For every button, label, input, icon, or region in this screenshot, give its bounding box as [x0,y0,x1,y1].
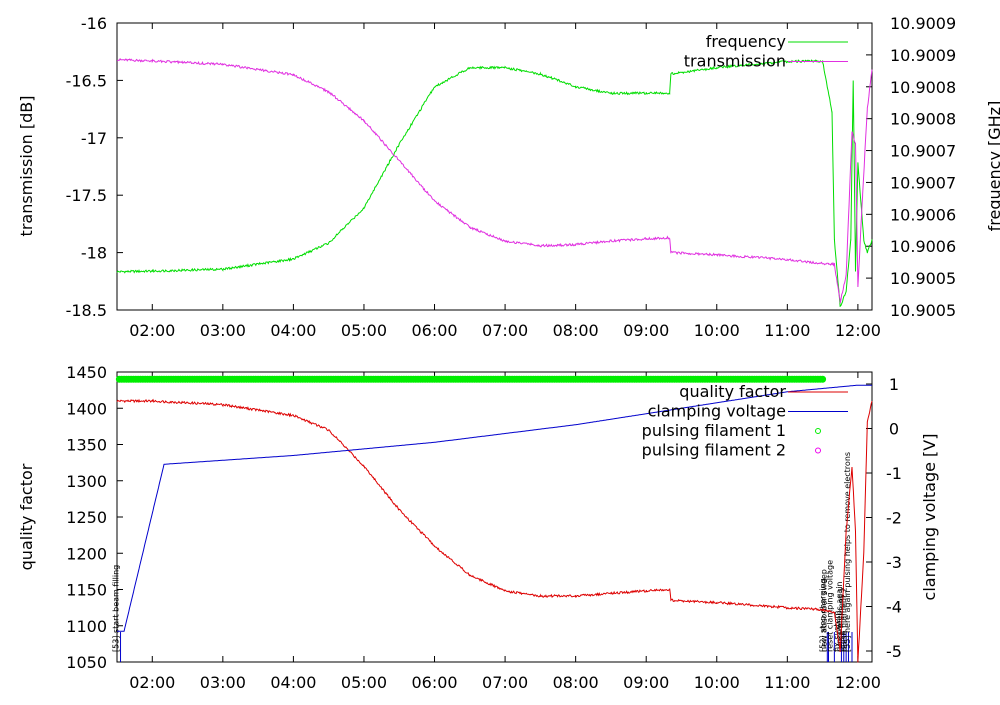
x-tick-label: 05:00 [341,321,387,340]
y2-tick-label: -3 [886,553,902,572]
bottom-series-layer [115,375,873,663]
bottom-y2-ticks: 1 0 -1 -2 -3 -4 -5 [866,375,902,661]
y-tick-label: 1250 [66,508,107,527]
y2-tick-label: 10.9005 [890,269,956,288]
x-tick-label: 09:00 [623,321,669,340]
series-line-frequency [116,59,873,307]
y2-tick-label: 10.9007 [890,142,956,161]
legend-label: quality factor [679,382,786,401]
y2-tick-label: -1 [886,464,902,483]
y-tick-label: -17 [81,129,107,148]
x-tick-label: 07:00 [482,321,528,340]
y-tick-label: 1150 [66,581,107,600]
y2-tick-label: 10.9005 [890,301,956,320]
y2-tick-label: 10.9008 [890,110,956,129]
x-tick-label: 12:00 [835,321,881,340]
legend-label: clamping voltage [648,402,786,421]
x-tick-label: 11:00 [764,673,810,692]
series-line-transmission [116,57,873,304]
legend-marker [815,428,821,434]
bottom-annotations: [53] start beam filling [52] stop chargin… [112,452,853,662]
y2-tick-label: 10.9009 [890,14,956,33]
legend-label: transmission [684,52,786,71]
y-tick-label: 1200 [66,544,107,563]
top-y-axis-label: transmission [dB] [17,96,36,237]
y-tick-label: 1350 [66,436,107,455]
legend-label: pulsing filament 1 [642,421,786,440]
annotation-label: run sweeps again [835,582,844,653]
y2-tick-label: -2 [886,509,902,528]
y2-tick-label: -4 [886,598,902,617]
x-tick-label: 10:00 [694,673,740,692]
x-tick-label: 06:00 [411,673,457,692]
x-tick-label: 08:00 [553,673,599,692]
y2-tick-label: 10.9006 [890,205,956,224]
x-tick-label: 02:00 [129,673,175,692]
bottom-y2-axis-label: clamping voltage [V] [920,434,939,601]
y-tick-label: 1300 [66,472,107,491]
annotation-label: reset clamping voltage [825,560,834,652]
y-tick-label: -18 [81,244,107,263]
y-tick-label: -16.5 [66,71,107,90]
bottom-x-ticks: 02:00 03:00 04:00 05:00 06:00 07:00 08:00 09:00… [129,372,881,692]
x-tick-label: 04:00 [270,673,316,692]
x-tick-label: 03:00 [200,321,246,340]
legend-label: frequency [706,32,786,51]
y2-tick-label: 10.9007 [890,173,956,192]
y2-tick-label: -5 [886,642,902,661]
y-tick-label: 1400 [66,399,107,418]
x-tick-label: 05:00 [341,673,387,692]
y-tick-label: -18.5 [66,301,107,320]
bottom-y-ticks: 1450 1400 1350 1300 1250 1200 1150 1100 1050 [66,363,123,672]
x-tick-label: 08:00 [553,321,599,340]
x-tick-label: 11:00 [764,321,810,340]
y2-tick-label: 10.9006 [890,237,956,256]
x-tick-label: 04:00 [270,321,316,340]
top-chart: transmission [dB] frequency [GHz] 02:00 0… [17,14,1000,340]
x-tick-label: 09:00 [623,673,669,692]
top-y-ticks: -16 -16.5 -17 -17.5 -18 -18.5 [66,14,123,320]
legend-label: pulsing filament 2 [642,441,786,460]
x-tick-label: 10:00 [694,321,740,340]
annotation-label: [52] stop charging [818,578,827,652]
bottom-chart: quality factor clamping voltage [V] 02:0… [17,363,939,692]
annotation-label: [55] here again pulsing helps to remove … [843,452,852,652]
top-y2-ticks: 10.9009 10.9009 10.9008 10.9008 10.9007 10.90… [866,14,956,320]
legend-marker [815,447,821,454]
x-tick-label: 07:00 [482,673,528,692]
y2-tick-label: 10.9008 [890,78,956,97]
top-plot-frame [116,22,873,311]
series-line-clamping-voltage [117,384,872,632]
x-tick-label: 12:00 [835,673,881,692]
annotation-label: pulse filament 2 [839,587,848,652]
y2-tick-label: 10.9009 [890,46,956,65]
bottom-y-axis-label: quality factor [17,463,36,570]
y-tick-label: 1100 [66,617,107,636]
series-line-quality-factor [116,398,873,663]
y-tick-label: 1050 [66,653,107,672]
top-y2-axis-label: frequency [GHz] [985,101,1000,232]
x-tick-label: 02:00 [129,321,175,340]
y2-tick-label: 0 [889,420,899,439]
filament-pulse-marker [819,375,827,383]
y-tick-label: -17.5 [66,186,107,205]
top-x-ticks: 02:00 03:00 04:00 05:00 06:00 07:00 08:00 09:00… [129,23,881,340]
x-tick-label: 06:00 [411,321,457,340]
top-series-layer [116,57,873,307]
x-tick-label: 03:00 [200,673,246,692]
annotation-label: [53] start beam filling [112,565,121,652]
y2-tick-label: 1 [889,375,899,394]
y-tick-label: -16 [81,14,107,33]
y-tick-label: 1450 [66,363,107,382]
